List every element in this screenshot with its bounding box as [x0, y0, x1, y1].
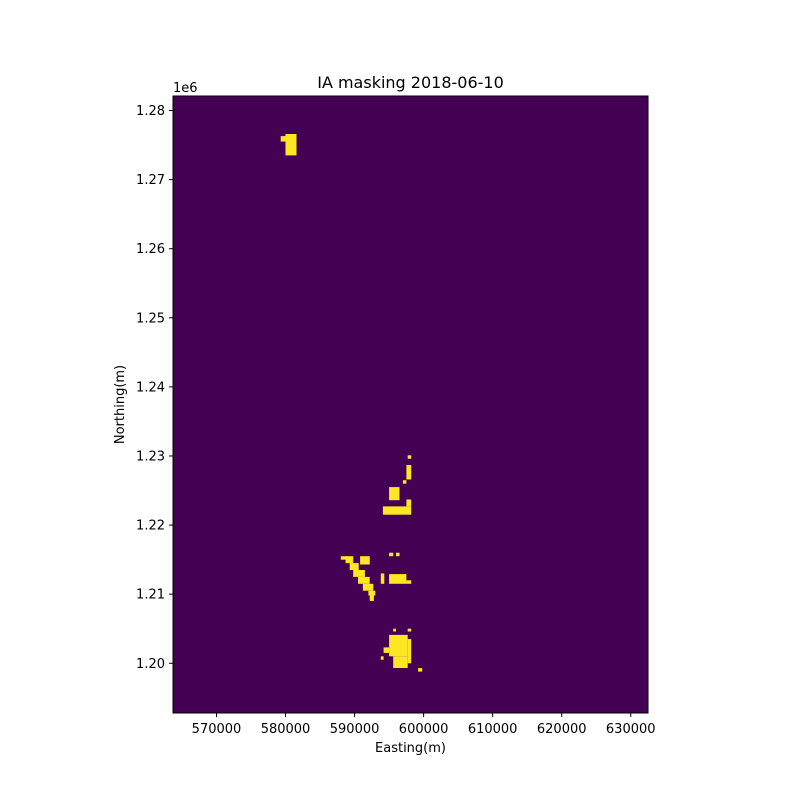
mask-cell-cluster-b-diag-1 [340, 556, 348, 560]
y-tick-label: 1.24 [136, 380, 165, 395]
y-offset-label: 1e6 [173, 81, 198, 96]
mask-cell-cluster-b-diag-6 [362, 583, 374, 591]
mask-cell-cluster-c-core [389, 634, 408, 657]
x-tick-label: 610000 [468, 722, 518, 737]
mask-cell-cluster-a-left-block [389, 487, 400, 501]
mask-cell-cluster-c-bottom [393, 656, 408, 668]
y-tick-label: 1.25 [136, 311, 165, 326]
chart-title: IA masking 2018-06-10 [317, 73, 504, 92]
mask-cell-cluster-b-diag-2 [345, 556, 354, 564]
mask-cell-cluster-b-diag-4 [353, 570, 365, 577]
y-tick-label: 1.20 [136, 657, 165, 672]
y-tick-label: 1.27 [136, 173, 165, 188]
y-tick-label: 1.26 [136, 242, 165, 257]
mask-cell-cluster-c-top-dot-2 [407, 628, 412, 632]
mask-cell-cluster-b-diag-5 [358, 576, 370, 584]
mask-cell-cluster-b-diag-7 [368, 590, 376, 596]
mask-cell-cluster-a-right-tab [406, 499, 412, 507]
x-axis-label: Easting(m) [375, 741, 446, 756]
mask-cell-cluster-b-upper-block [360, 556, 370, 565]
x-tick-label: 570000 [192, 722, 242, 737]
x-tick-label: 590000 [330, 722, 380, 737]
mask-cell-cluster-b-dot-2 [396, 552, 400, 557]
y-tick-label: 1.21 [136, 588, 165, 603]
mask-cell-cluster-b-diag-8 [369, 595, 374, 601]
plot-area [172, 95, 649, 714]
mask-cell-cluster-a-mid-pixel [402, 480, 407, 484]
mask-cell-cluster-c-left-dot [380, 656, 384, 660]
y-axis-label: Northing(m) [113, 365, 128, 444]
mask-cell-cluster-a-top-pixel [407, 455, 412, 459]
mask-cell-cluster-b-diag-3 [349, 563, 359, 570]
mask-cell-cluster-b-right-block [389, 574, 407, 584]
x-axis: 570000 580000 590000 600000 610000 620000 6300… [192, 713, 656, 737]
x-tick-label: 620000 [537, 722, 587, 737]
mask-cell-cluster-c-top-dot-1 [393, 628, 396, 632]
y-axis: 1.20 1.21 1.22 1.23 1.24 1.25 1.26 1.27 1.28 [136, 104, 173, 672]
mask-cell-cluster-b-dot-1 [389, 552, 394, 557]
x-tick-label: 600000 [399, 722, 449, 737]
mask-cell-cluster-a-bottom-band [382, 506, 412, 515]
mask-cell-cluster-c-left-arm [383, 647, 390, 653]
y-tick-label: 1.23 [136, 449, 165, 464]
y-tick-label: 1.28 [136, 104, 165, 119]
mask-cell-cluster-b-right-tail [406, 580, 412, 584]
x-tick-label: 580000 [261, 722, 311, 737]
plot-frame [172, 95, 649, 714]
heatmap-background [173, 96, 648, 713]
mask-cell-cluster-a-column [406, 465, 412, 480]
mask-cell-cluster-c-outlier [418, 668, 423, 672]
mask-layer [280, 134, 423, 672]
mask-cell-cluster-b-bar [380, 573, 385, 584]
mask-cell-cluster-c-right-lobe [407, 639, 412, 664]
mask-cell-north-patch-main [285, 134, 297, 156]
mask-cell-north-patch-tab [280, 136, 286, 142]
x-tick-label: 630000 [606, 722, 656, 737]
y-tick-label: 1.22 [136, 519, 165, 534]
